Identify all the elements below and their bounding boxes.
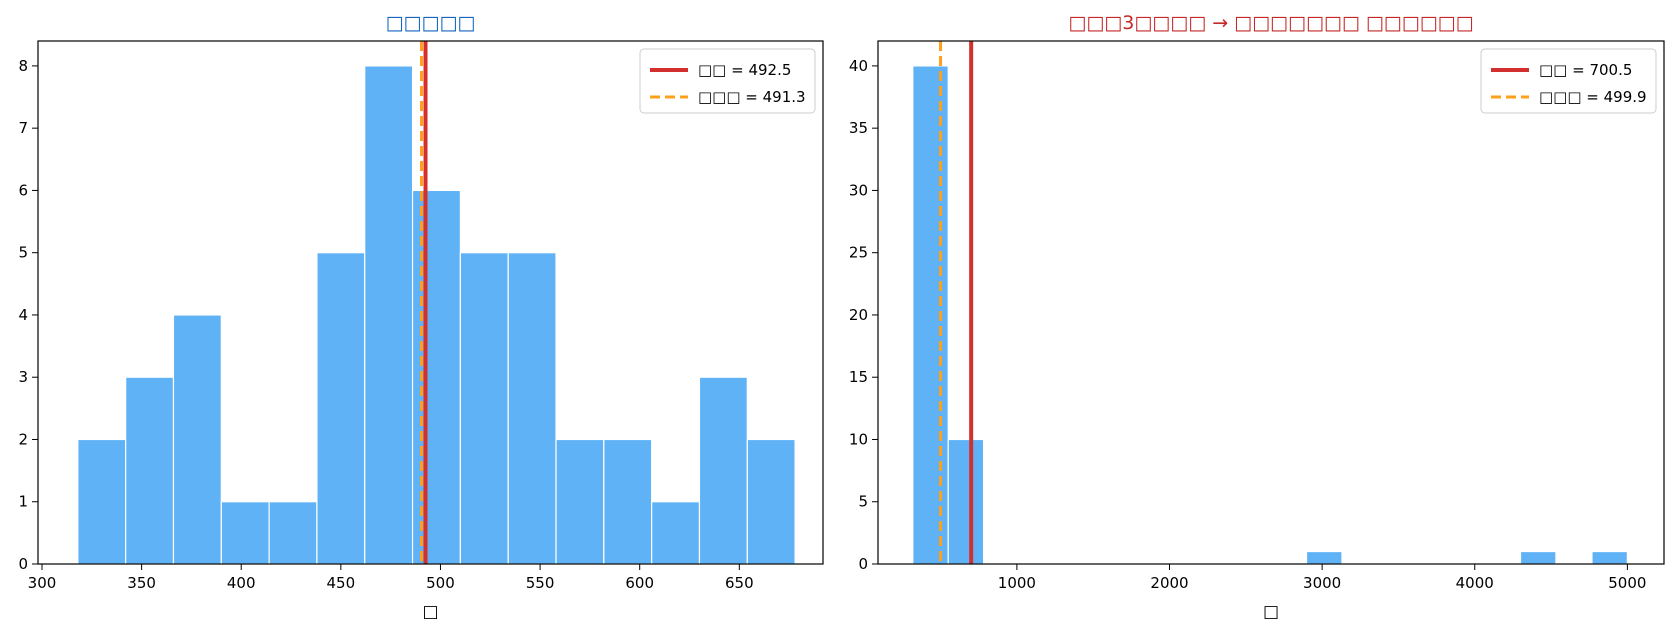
legend: □□ = 492.5 □□□ = 491.3 xyxy=(639,48,816,114)
y-tick-label: 3 xyxy=(18,368,28,386)
legend-label: □□□ = 491.3 xyxy=(698,88,806,106)
y-tick-label: 30 xyxy=(849,181,868,199)
y-tick-label: 25 xyxy=(849,244,868,262)
histogram-bar xyxy=(1519,550,1557,565)
y-tick-label: 8 xyxy=(18,57,28,75)
y-tick-label: 10 xyxy=(849,430,868,448)
legend-label: □□□ = 499.9 xyxy=(1539,88,1647,106)
histogram-bar xyxy=(912,65,949,565)
y-tick-label: 15 xyxy=(849,368,868,386)
x-tick-label: 3000 xyxy=(1303,574,1341,592)
histogram-bar xyxy=(555,438,605,565)
x-tick-label: 4000 xyxy=(1456,574,1494,592)
x-tick-label: 1000 xyxy=(998,574,1036,592)
y-tick-label: 2 xyxy=(18,430,28,448)
histogram-bar xyxy=(220,501,270,565)
y-tick-label: 40 xyxy=(849,57,868,75)
y-tick-label: 0 xyxy=(18,555,28,573)
x-axis-label: □ xyxy=(422,602,438,622)
histogram-bar xyxy=(1591,550,1628,565)
histogram-right: 1000 2000 3000 4000 5000 0 5 10 15 20 25 30 35 40 □ □□□… xyxy=(849,12,1665,622)
x-tick-label: 400 xyxy=(227,574,256,592)
y-tick-label: 35 xyxy=(849,119,868,137)
x-tick-label: 300 xyxy=(28,574,57,592)
y-tick-label: 1 xyxy=(18,493,28,511)
chart-title: □□□□□ xyxy=(386,12,476,34)
histogram-bar xyxy=(947,438,985,565)
x-tick-label: 650 xyxy=(725,574,754,592)
histogram-left: 300 350 400 450 500 550 600 650012345678□□□□□□□… xyxy=(18,12,824,622)
histogram-bar xyxy=(364,65,414,565)
histogram-bar xyxy=(507,252,557,565)
histogram-bar xyxy=(172,314,222,565)
y-tick-label: 0 xyxy=(858,555,868,573)
y-tick-label: 4 xyxy=(18,306,28,324)
histogram-bar xyxy=(268,501,318,565)
histogram-bar xyxy=(459,252,509,565)
histogram-bar xyxy=(698,376,748,565)
histogram-bar xyxy=(77,438,127,565)
y-tick-label: 5 xyxy=(858,493,868,511)
histogram-bar xyxy=(125,376,175,565)
x-tick-label: 350 xyxy=(127,574,156,592)
plot-frame xyxy=(37,40,824,565)
x-tick-label: 450 xyxy=(327,574,356,592)
histogram-bar xyxy=(316,252,366,565)
y-tick-label: 20 xyxy=(849,306,868,324)
histogram-bar xyxy=(411,189,461,565)
x-tick-label: 600 xyxy=(625,574,654,592)
y-tick-label: 7 xyxy=(18,119,28,137)
y-tick-label: 6 xyxy=(18,181,28,199)
histogram-bar xyxy=(1305,550,1343,565)
x-tick-label: 2000 xyxy=(1150,574,1188,592)
x-axis-label: □ xyxy=(1263,602,1279,622)
chart-title: □□□3□□□□ → □□□□□□□ □□□□□□ xyxy=(1068,12,1473,34)
histogram-bar xyxy=(651,501,701,565)
histogram-bar xyxy=(746,438,796,565)
x-tick-label: 500 xyxy=(426,574,455,592)
y-tick-label: 5 xyxy=(18,244,28,262)
histogram-bar xyxy=(603,438,653,565)
x-tick-label: 5000 xyxy=(1608,574,1646,592)
legend-label: □□ = 700.5 xyxy=(1539,61,1632,79)
plot-frame xyxy=(877,40,1665,565)
legend-label: □□ = 492.5 xyxy=(698,61,791,79)
legend: □□ = 700.5 □□□ = 499.9 xyxy=(1480,48,1657,114)
x-tick-label: 550 xyxy=(526,574,555,592)
